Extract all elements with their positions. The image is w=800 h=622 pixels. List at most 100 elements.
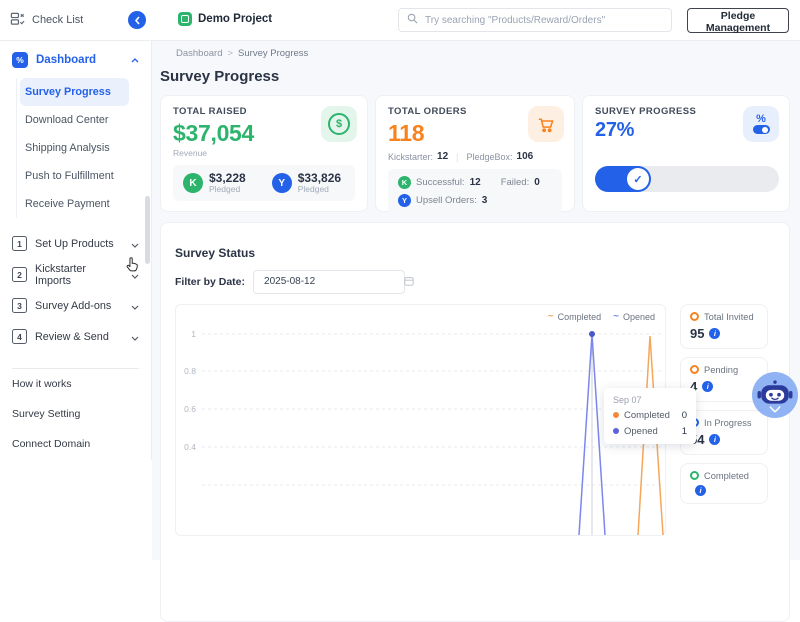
step-number-badge: 1 [12,236,27,251]
revenue-icon-box [321,106,357,142]
robot-icon [752,372,798,418]
dashboard-icon [12,52,28,68]
search-input[interactable] [423,14,663,27]
survey-status-title: Survey Status [175,246,775,260]
stat-ring-icon [690,312,699,321]
chevron-down-icon [131,328,139,346]
y-tick-0-4: 0.4 [184,442,196,452]
sidebar-item-download-center[interactable]: Download Center [20,106,129,134]
sidebar-item-set-up-products[interactable]: 1 Set Up Products [0,228,151,259]
sidebar-item-connect-domain[interactable]: Connect Domain [0,429,151,459]
search-box [398,8,672,32]
sidebar-item-dashboard[interactable]: Dashboard [0,48,151,72]
legend-item-completed[interactable]: Completed [548,312,601,322]
sidebar-item-survey-add-ons[interactable]: 3 Survey Add-ons [0,290,151,321]
date-input[interactable] [262,275,398,288]
check-list-item[interactable]: Check List [10,11,83,29]
sidebar-item-review-and-send[interactable]: 4 Review & Send [0,321,151,352]
percent-toggle-icon [753,114,770,134]
info-icon[interactable] [702,381,713,392]
dollar-coin-icon [328,113,350,135]
project-title[interactable]: Demo Project [178,12,272,26]
line-marker-icon [548,313,554,321]
sidebar-item-how-it-works[interactable]: How it works [0,369,151,399]
breadcrumb: Dashboard>Survey Progress [176,48,790,59]
line-chart-svg: 1 0.8 0.6 0.4 [176,305,665,535]
pledgebox-icon [272,173,292,193]
pledgebox-pledged: $33,826 Pledged [272,172,341,194]
kickstarter-icon [398,176,411,189]
orders-success-row: Successful:12 Failed:0 [398,176,552,189]
y-tick-0-8: 0.8 [184,366,196,376]
breadcrumb-current: Survey Progress [238,48,308,59]
raised-breakdown: $3,228 Pledged $33,826 Pledged [173,165,355,201]
chart-legend: Completed Opened [548,312,655,322]
project-name: Demo Project [198,13,272,25]
breadcrumb-parent[interactable]: Dashboard [176,48,222,59]
survey-status-chart: Completed Opened 1 0.8 0.6 0.4 [175,304,666,536]
orders-breakdown: Successful:12 Failed:0 Upsell Orders:3 [388,169,562,214]
calendar-icon[interactable] [404,273,414,291]
page-title: Survey Progress [160,68,790,85]
chevron-down-icon [131,297,139,315]
chevron-up-icon [131,54,139,66]
survey-progress-bar[interactable] [595,166,779,192]
chevron-down-icon [131,266,139,284]
check-list-icon [10,11,25,29]
total-raised-subtitle: Revenue [173,148,355,158]
orders-upsell-row: Upsell Orders:3 [398,194,552,207]
step-number-badge: 2 [12,267,27,282]
opened-peak-dot [589,331,595,337]
progress-check-knob [627,168,649,190]
chatbot-button[interactable] [752,372,798,418]
stat-total-invited: Total Invited 95 [680,304,768,349]
cart-icon-box [528,106,564,142]
sidebar-item-receive-payment[interactable]: Receive Payment [20,190,129,218]
project-logo-icon [178,12,192,26]
opened-dot-icon [613,428,619,434]
total-raised-card: TOTAL RAISED $37,054 Revenue $3,228 Pled… [160,95,368,212]
stat-ring-icon [690,471,699,480]
survey-status-card: Survey Status Filter by Date: Completed … [160,222,790,622]
survey-status-content: Completed Opened 1 0.8 0.6 0.4 [175,304,775,536]
info-icon[interactable] [709,434,720,445]
kickstarter-icon [183,173,203,193]
main-content: Dashboard>Survey Progress Survey Progres… [152,40,800,560]
sidebar-item-survey-setting[interactable]: Survey Setting [0,399,151,429]
summary-cards-row: TOTAL RAISED $37,054 Revenue $3,228 Pled… [160,95,790,212]
collapse-sidebar-button[interactable] [128,11,146,29]
percent-icon-box [743,106,779,142]
chevron-down-icon [131,235,139,253]
chevron-left-icon [134,16,141,25]
stat-ring-icon [690,365,699,374]
chart-tooltip: Sep 07 Completed 0 Opened 1 [604,388,696,444]
sidebar: Dashboard Survey Progress Download Cente… [0,40,152,460]
sidebar-item-survey-progress[interactable]: Survey Progress [20,78,129,106]
y-tick-1: 1 [191,329,196,339]
total-orders-card: TOTAL ORDERS 118 Kickstarter:12 | Pledge… [375,95,575,212]
setup-steps-nav: 1 Set Up Products 2 Kickstarter Imports … [0,228,151,352]
info-icon[interactable] [709,328,720,339]
filter-row: Filter by Date: [175,270,775,294]
legend-item-opened[interactable]: Opened [613,312,655,322]
tooltip-row-completed: Completed 0 [613,410,687,421]
sidebar-item-push-to-fulfillment[interactable]: Push to Fulfillment [20,162,129,190]
sidebar-item-shipping-analysis[interactable]: Shipping Analysis [20,134,129,162]
check-list-label: Check List [32,14,83,26]
sidebar-scrollbar[interactable] [145,196,150,264]
completed-dot-icon [613,412,619,418]
survey-progress-card: SURVEY PROGRESS 27% [582,95,790,212]
step-number-badge: 3 [12,298,27,313]
y-tick-0-6: 0.6 [184,404,196,414]
info-icon[interactable] [695,485,706,496]
stat-completed: Completed [680,463,768,504]
tooltip-date: Sep 07 [613,395,687,405]
sidebar-item-kickstarter-imports[interactable]: 2 Kickstarter Imports [0,259,151,290]
top-bar: Check List Demo Project Pledge Managemen… [0,0,800,41]
pledge-management-button[interactable]: Pledge Management [687,8,789,33]
search-icon [407,11,418,29]
line-marker-icon [613,313,619,321]
dashboard-label: Dashboard [36,54,96,66]
orders-sources: Kickstarter:12 | PledgeBox:106 [388,151,562,162]
date-filter-field [253,270,405,294]
